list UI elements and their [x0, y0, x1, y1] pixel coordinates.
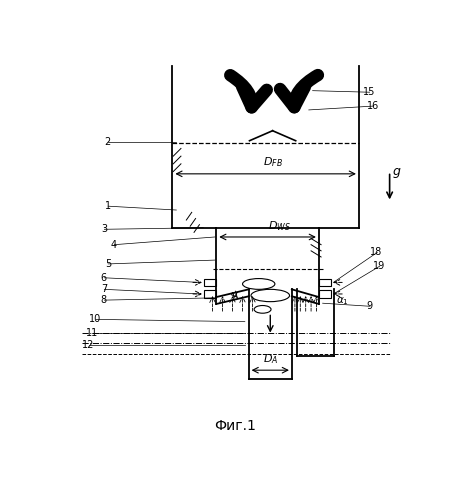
Text: 10: 10 [90, 314, 101, 324]
Text: 18: 18 [370, 248, 383, 257]
Text: 8: 8 [101, 295, 107, 305]
Text: 15: 15 [363, 87, 375, 97]
Text: 12: 12 [82, 340, 94, 350]
Text: $\gamma$: $\gamma$ [230, 290, 239, 302]
Text: 2: 2 [105, 137, 111, 147]
Text: 6: 6 [101, 273, 107, 283]
Text: 5: 5 [105, 259, 111, 269]
Bar [319, 278, 331, 286]
Text: 16: 16 [367, 101, 379, 111]
Text: $D_A$: $D_A$ [263, 352, 278, 366]
FancyArrowPatch shape [230, 75, 267, 107]
Text: 4: 4 [111, 240, 117, 250]
Text: 11: 11 [85, 328, 98, 338]
Text: 7: 7 [101, 284, 107, 294]
Text: $D_{FB}$: $D_{FB}$ [263, 155, 283, 169]
Text: g: g [393, 165, 401, 178]
Text: 3: 3 [101, 224, 107, 234]
Bar [204, 290, 216, 298]
Bar [319, 290, 331, 298]
Text: 1: 1 [105, 201, 111, 211]
Text: Фиг.1: Фиг.1 [214, 419, 256, 433]
Text: $\alpha_1$: $\alpha_1$ [336, 295, 348, 307]
Text: $D_{WS}$: $D_{WS}$ [268, 220, 291, 233]
Bar [204, 278, 216, 286]
Text: 9: 9 [367, 301, 373, 311]
Text: 19: 19 [373, 261, 385, 271]
FancyArrowPatch shape [280, 75, 318, 107]
